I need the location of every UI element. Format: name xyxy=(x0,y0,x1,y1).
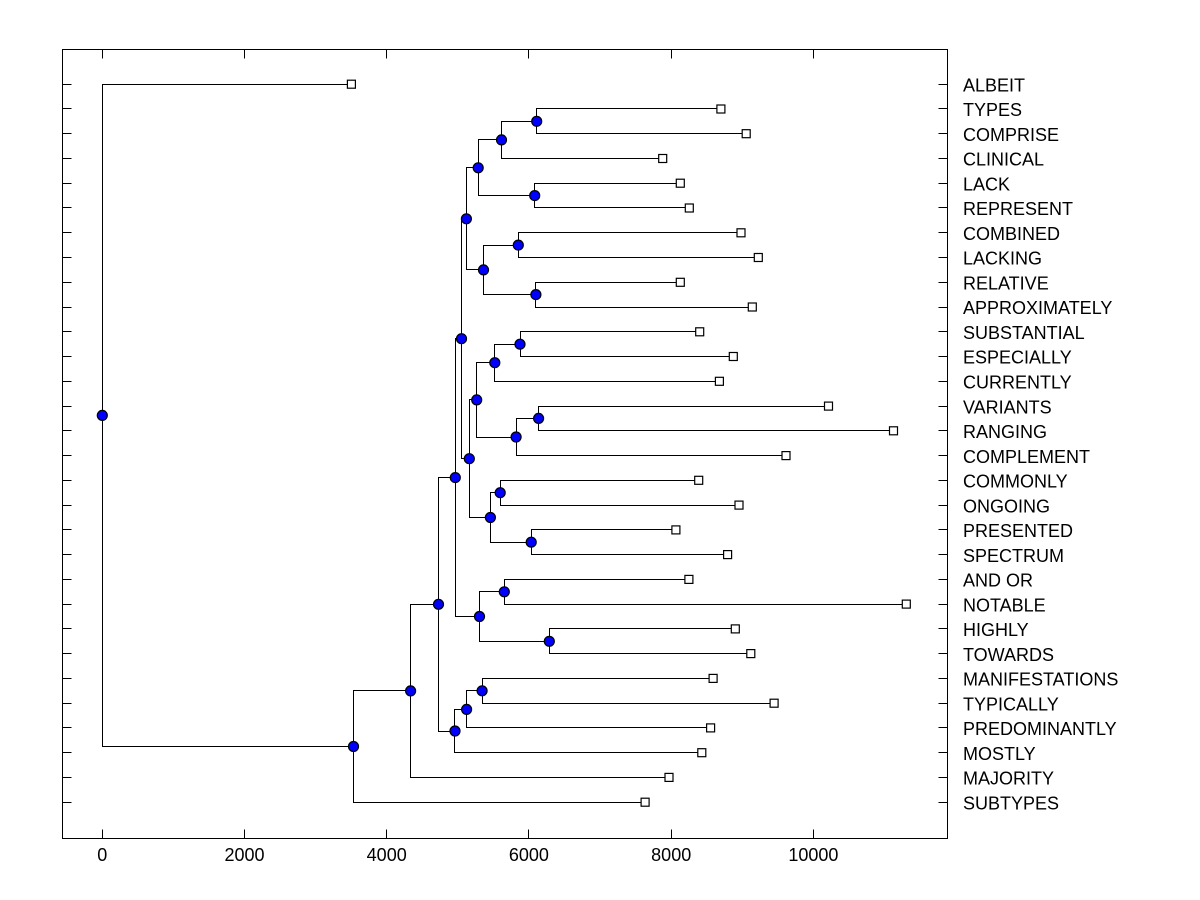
svg-text:AND OR: AND OR xyxy=(963,571,1033,591)
svg-text:REPRESENT: REPRESENT xyxy=(963,199,1073,219)
svg-text:COMPLEMENT: COMPLEMENT xyxy=(963,447,1090,467)
svg-text:LACKING: LACKING xyxy=(963,249,1042,269)
svg-text:PREDOMINANTLY: PREDOMINANTLY xyxy=(963,719,1117,739)
svg-text:8000: 8000 xyxy=(651,845,691,865)
svg-text:TOWARDS: TOWARDS xyxy=(963,645,1054,665)
svg-text:CURRENTLY: CURRENTLY xyxy=(963,373,1072,393)
svg-text:COMMONLY: COMMONLY xyxy=(963,472,1068,492)
svg-text:SUBSTANTIAL: SUBSTANTIAL xyxy=(963,323,1085,343)
svg-text:RELATIVE: RELATIVE xyxy=(963,274,1049,294)
svg-text:COMBINED: COMBINED xyxy=(963,224,1060,244)
svg-text:10000: 10000 xyxy=(788,845,838,865)
svg-text:HIGHLY: HIGHLY xyxy=(963,620,1029,640)
svg-text:ONGOING: ONGOING xyxy=(963,496,1050,516)
svg-text:ALBEIT: ALBEIT xyxy=(963,75,1025,95)
svg-text:MANIFESTATIONS: MANIFESTATIONS xyxy=(963,670,1118,690)
svg-text:MOSTLY: MOSTLY xyxy=(963,744,1036,764)
svg-text:6000: 6000 xyxy=(509,845,549,865)
svg-text:CLINICAL: CLINICAL xyxy=(963,150,1044,170)
svg-text:VARIANTS: VARIANTS xyxy=(963,397,1052,417)
svg-text:LACK: LACK xyxy=(963,174,1010,194)
svg-text:4000: 4000 xyxy=(367,845,407,865)
svg-text:SPECTRUM: SPECTRUM xyxy=(963,546,1064,566)
svg-text:0: 0 xyxy=(97,845,107,865)
svg-text:SUBTYPES: SUBTYPES xyxy=(963,793,1059,813)
svg-text:APPROXIMATELY: APPROXIMATELY xyxy=(963,298,1112,318)
svg-text:2000: 2000 xyxy=(224,845,264,865)
svg-text:PRESENTED: PRESENTED xyxy=(963,521,1073,541)
svg-text:TYPICALLY: TYPICALLY xyxy=(963,694,1059,714)
svg-text:RANGING: RANGING xyxy=(963,422,1047,442)
svg-text:COMPRISE: COMPRISE xyxy=(963,125,1059,145)
svg-text:TYPES: TYPES xyxy=(963,100,1022,120)
svg-text:ESPECIALLY: ESPECIALLY xyxy=(963,348,1072,368)
svg-text:MAJORITY: MAJORITY xyxy=(963,769,1054,789)
svg-text:NOTABLE: NOTABLE xyxy=(963,595,1046,615)
